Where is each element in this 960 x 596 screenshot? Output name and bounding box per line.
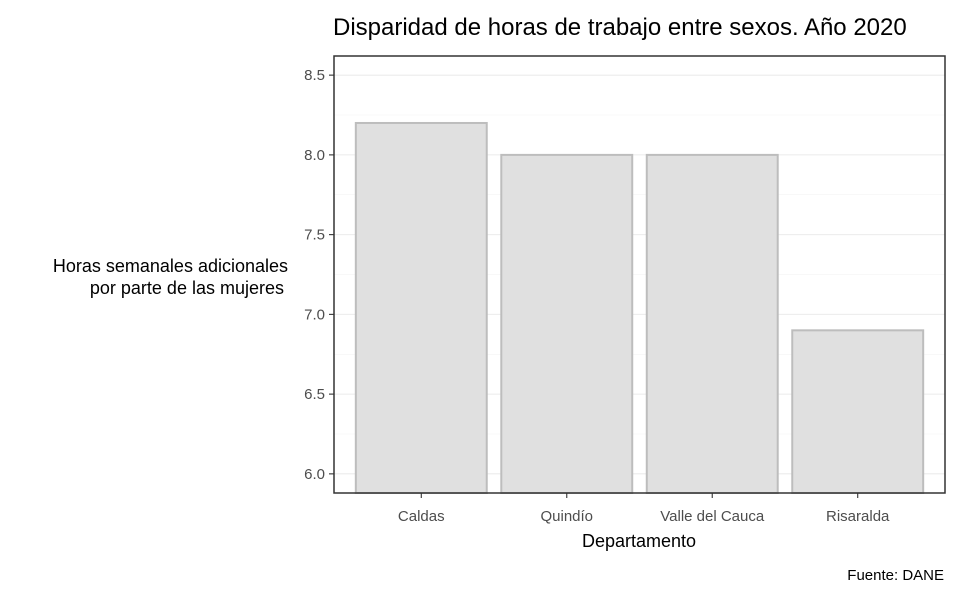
y-axis-title-line-1: Horas semanales adicionales bbox=[53, 256, 288, 276]
x-axis: Caldas Quindío Valle del Cauca Risaralda bbox=[398, 493, 890, 525]
bar bbox=[500, 153, 634, 494]
y-axis: 6.0 6.5 7.0 7.5 8.0 8.5 bbox=[304, 67, 334, 483]
plot-panel-border bbox=[333, 55, 946, 494]
y-tick-label: 6.0 bbox=[304, 466, 325, 483]
bars bbox=[354, 121, 925, 494]
y-tick-label: 8.0 bbox=[304, 147, 325, 164]
x-tick-label: Risaralda bbox=[826, 508, 890, 525]
x-axis-title: Departamento bbox=[582, 531, 696, 551]
caption: Fuente: DANE bbox=[847, 567, 944, 584]
x-tick-label: Valle del Cauca bbox=[660, 508, 765, 525]
bar bbox=[354, 121, 488, 494]
x-tick-label: Caldas bbox=[398, 508, 445, 525]
y-axis-title-line-2: por parte de las mujeres bbox=[90, 278, 284, 298]
chart-title: Disparidad de horas de trabajo entre sex… bbox=[333, 14, 907, 41]
y-tick-label: 8.5 bbox=[304, 67, 325, 84]
x-tick-label: Quindío bbox=[540, 508, 593, 525]
y-tick-label: 7.5 bbox=[304, 227, 325, 244]
bar bbox=[791, 329, 925, 494]
bar bbox=[645, 153, 779, 494]
y-tick-label: 7.0 bbox=[304, 306, 325, 323]
y-tick-label: 6.5 bbox=[304, 386, 325, 403]
